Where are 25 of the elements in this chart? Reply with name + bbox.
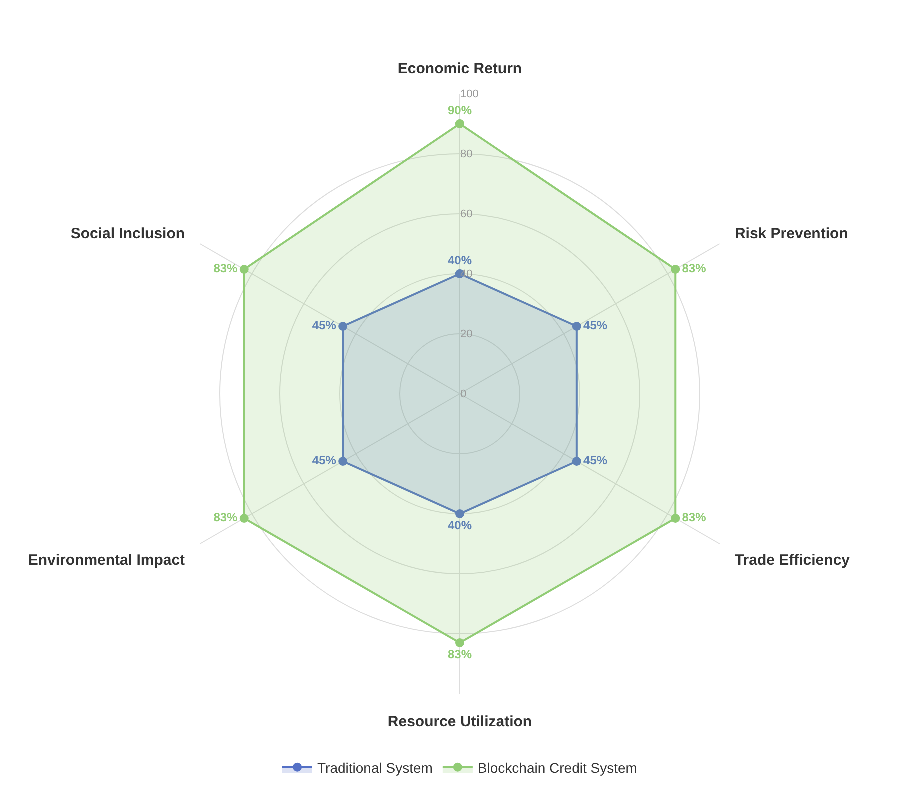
y-tick-label: 80 xyxy=(460,148,473,161)
legend-label: Blockchain Credit System xyxy=(478,760,638,776)
spoke-label: Risk Prevention xyxy=(734,225,848,242)
data-label: 90% xyxy=(448,103,472,118)
data-label: 83% xyxy=(682,262,707,276)
y-tick-label: 60 xyxy=(460,208,473,221)
spoke-label: Social Inclusion xyxy=(70,225,186,242)
data-label: 83% xyxy=(214,510,238,524)
data-label: 83% xyxy=(682,510,707,524)
data-label: 45% xyxy=(584,318,608,332)
data-label: 40% xyxy=(448,518,472,533)
spoke-label: Trade Efficiency xyxy=(734,552,851,569)
data-label: 40% xyxy=(448,253,472,268)
data-label: 45% xyxy=(312,454,337,468)
data-label: 45% xyxy=(584,454,608,468)
spoke-label: Environmental Impact xyxy=(28,552,186,569)
spoke-label: Resource Utilization xyxy=(388,714,532,730)
spoke-label: Economic Return xyxy=(398,60,522,78)
data-label: 45% xyxy=(312,318,337,332)
data-label: 83% xyxy=(214,262,238,276)
y-tick-label: 100 xyxy=(460,88,479,101)
data-label: 83% xyxy=(448,648,472,662)
y-tick-label: 0 xyxy=(460,388,467,401)
legend-label: Traditional System xyxy=(318,760,433,776)
y-tick-label: 20 xyxy=(460,328,473,341)
